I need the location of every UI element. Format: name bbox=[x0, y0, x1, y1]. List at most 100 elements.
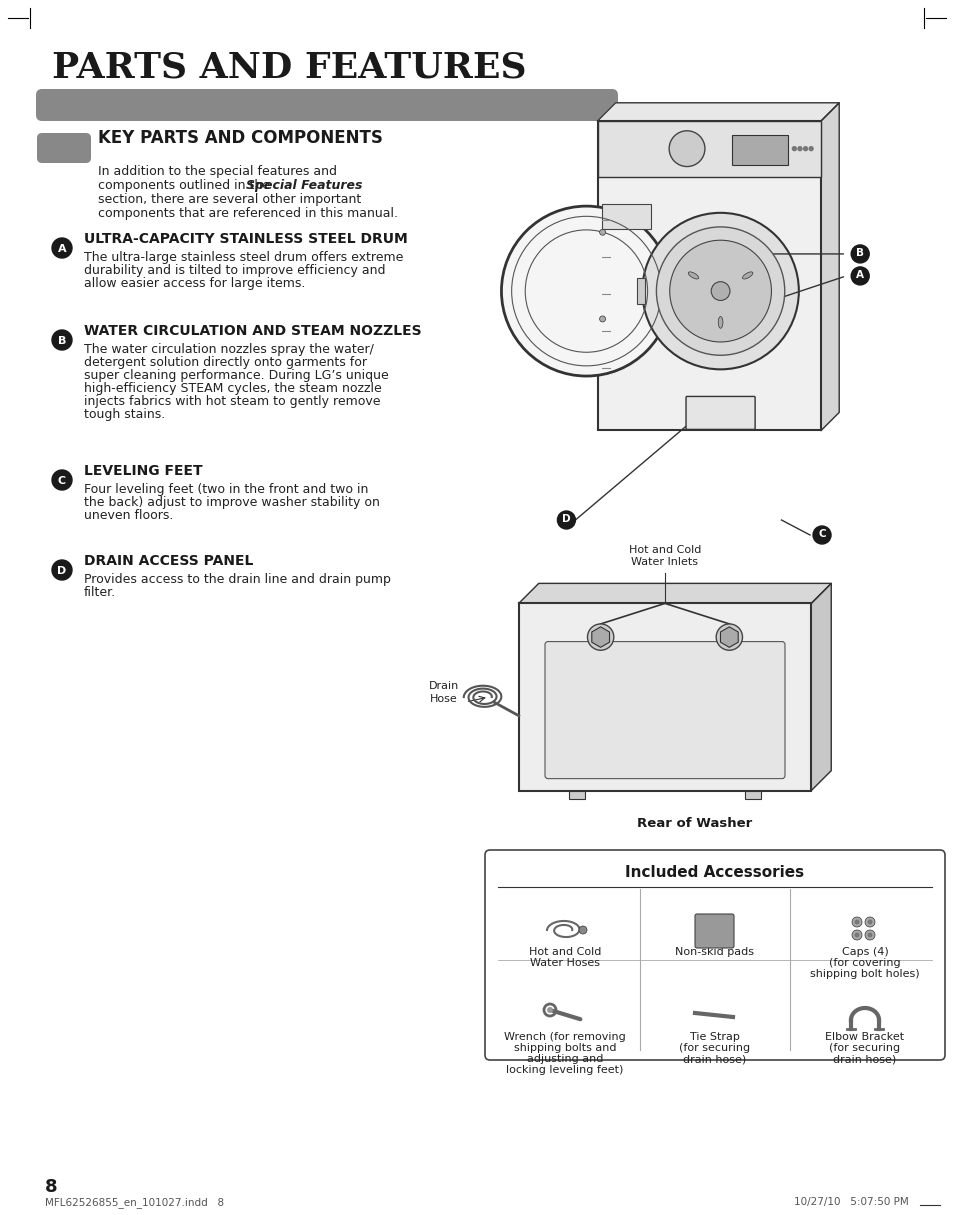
Text: Four leveling feet (two in the front and two in: Four leveling feet (two in the front and… bbox=[84, 484, 368, 496]
Circle shape bbox=[557, 512, 575, 529]
Text: B: B bbox=[855, 248, 863, 258]
Text: Caps (4): Caps (4) bbox=[841, 946, 887, 957]
FancyBboxPatch shape bbox=[484, 850, 944, 1059]
Circle shape bbox=[850, 267, 868, 286]
Text: allow easier access for large items.: allow easier access for large items. bbox=[84, 277, 305, 290]
Circle shape bbox=[866, 920, 872, 925]
Text: D: D bbox=[57, 566, 67, 576]
Text: shipping bolt holes): shipping bolt holes) bbox=[809, 970, 919, 979]
Text: super cleaning performance. During LG’s unique: super cleaning performance. During LG’s … bbox=[84, 369, 388, 382]
Text: Tie Strap: Tie Strap bbox=[689, 1032, 740, 1042]
Text: locking leveling feet): locking leveling feet) bbox=[506, 1066, 623, 1075]
Bar bbox=[637, 278, 645, 304]
Text: drain hose): drain hose) bbox=[833, 1053, 896, 1064]
Text: In addition to the special features and: In addition to the special features and bbox=[98, 165, 336, 179]
Circle shape bbox=[641, 213, 798, 369]
Circle shape bbox=[52, 560, 71, 580]
Circle shape bbox=[656, 227, 784, 355]
Circle shape bbox=[669, 241, 771, 341]
Text: DRAIN ACCESS PANEL: DRAIN ACCESS PANEL bbox=[84, 554, 253, 567]
Text: Provides access to the drain line and drain pump: Provides access to the drain line and dr… bbox=[84, 573, 391, 586]
Text: injects fabrics with hot steam to gently remove: injects fabrics with hot steam to gently… bbox=[84, 395, 380, 408]
Circle shape bbox=[599, 230, 605, 236]
Text: A: A bbox=[855, 270, 863, 279]
Text: B: B bbox=[58, 337, 66, 346]
Circle shape bbox=[52, 330, 71, 350]
Circle shape bbox=[866, 932, 872, 938]
Text: the back) adjust to improve washer stability on: the back) adjust to improve washer stabi… bbox=[84, 496, 379, 509]
Text: Hose: Hose bbox=[430, 694, 457, 703]
Text: C: C bbox=[818, 529, 825, 539]
Text: components that are referenced in this manual.: components that are referenced in this m… bbox=[98, 207, 397, 220]
Circle shape bbox=[546, 1007, 553, 1013]
Text: components outlined in the: components outlined in the bbox=[98, 179, 274, 192]
Text: detergent solution directly onto garments for: detergent solution directly onto garment… bbox=[84, 356, 367, 369]
Circle shape bbox=[791, 146, 796, 152]
Polygon shape bbox=[518, 583, 830, 604]
Text: PARTS AND FEATURES: PARTS AND FEATURES bbox=[52, 51, 526, 85]
Text: MFL62526855_en_101027.indd   8: MFL62526855_en_101027.indd 8 bbox=[45, 1197, 224, 1208]
Text: Drain: Drain bbox=[428, 680, 458, 691]
FancyBboxPatch shape bbox=[36, 89, 618, 122]
Text: Hot and Cold: Hot and Cold bbox=[528, 946, 600, 957]
Bar bbox=[744, 791, 760, 798]
Circle shape bbox=[716, 625, 741, 650]
Circle shape bbox=[52, 238, 71, 258]
Circle shape bbox=[599, 316, 605, 322]
Text: 10/27/10   5:07:50 PM: 10/27/10 5:07:50 PM bbox=[794, 1197, 908, 1206]
Circle shape bbox=[812, 526, 830, 544]
Text: Rear of Washer: Rear of Washer bbox=[637, 816, 752, 830]
Circle shape bbox=[854, 932, 859, 938]
Circle shape bbox=[864, 929, 874, 940]
Ellipse shape bbox=[718, 317, 722, 328]
Text: Hot and Cold: Hot and Cold bbox=[628, 546, 700, 555]
FancyBboxPatch shape bbox=[695, 914, 733, 948]
Bar bbox=[518, 604, 810, 791]
Text: adjusting and: adjusting and bbox=[526, 1053, 602, 1064]
Text: C: C bbox=[58, 476, 66, 486]
Polygon shape bbox=[810, 583, 830, 791]
Bar bbox=[569, 791, 584, 798]
Text: WATER CIRCULATION AND STEAM NOZZLES: WATER CIRCULATION AND STEAM NOZZLES bbox=[84, 324, 421, 338]
Bar bbox=[597, 120, 821, 430]
Polygon shape bbox=[821, 103, 839, 430]
Text: LEVELING FEET: LEVELING FEET bbox=[84, 464, 202, 477]
Text: (for securing: (for securing bbox=[679, 1042, 750, 1053]
Text: uneven floors.: uneven floors. bbox=[84, 509, 173, 522]
Circle shape bbox=[587, 625, 613, 650]
Text: (for covering: (for covering bbox=[828, 957, 900, 968]
Ellipse shape bbox=[687, 272, 698, 279]
Text: Non-skid pads: Non-skid pads bbox=[675, 946, 754, 957]
Text: KEY PARTS AND COMPONENTS: KEY PARTS AND COMPONENTS bbox=[98, 129, 382, 147]
Text: The water circulation nozzles spray the water/: The water circulation nozzles spray the … bbox=[84, 343, 374, 356]
Circle shape bbox=[854, 920, 859, 925]
Text: A: A bbox=[57, 244, 67, 254]
Text: D: D bbox=[561, 514, 570, 524]
Circle shape bbox=[52, 470, 71, 490]
Text: drain hose): drain hose) bbox=[682, 1053, 746, 1064]
Circle shape bbox=[797, 146, 801, 152]
Text: Elbow Bracket: Elbow Bracket bbox=[824, 1032, 903, 1042]
Text: shipping bolts and: shipping bolts and bbox=[514, 1042, 616, 1053]
Circle shape bbox=[864, 917, 874, 927]
Circle shape bbox=[802, 146, 807, 152]
Text: Water Inlets: Water Inlets bbox=[631, 556, 698, 567]
FancyBboxPatch shape bbox=[544, 642, 784, 779]
Bar bbox=[601, 204, 651, 230]
Circle shape bbox=[578, 926, 586, 934]
Polygon shape bbox=[597, 103, 839, 120]
Text: ULTRA-CAPACITY STAINLESS STEEL DRUM: ULTRA-CAPACITY STAINLESS STEEL DRUM bbox=[84, 232, 407, 245]
Bar bbox=[597, 120, 821, 176]
Circle shape bbox=[668, 131, 704, 166]
Text: Wrench (for removing: Wrench (for removing bbox=[503, 1032, 625, 1042]
Text: durability and is tilted to improve efficiency and: durability and is tilted to improve effi… bbox=[84, 264, 385, 277]
Text: Included Accessories: Included Accessories bbox=[625, 865, 803, 880]
Circle shape bbox=[851, 917, 862, 927]
Text: Special Features: Special Features bbox=[246, 179, 362, 192]
Text: (for securing: (for securing bbox=[828, 1042, 900, 1053]
Ellipse shape bbox=[741, 272, 752, 279]
Text: tough stains.: tough stains. bbox=[84, 408, 165, 422]
Circle shape bbox=[807, 146, 813, 152]
Circle shape bbox=[850, 245, 868, 262]
Circle shape bbox=[501, 207, 671, 377]
